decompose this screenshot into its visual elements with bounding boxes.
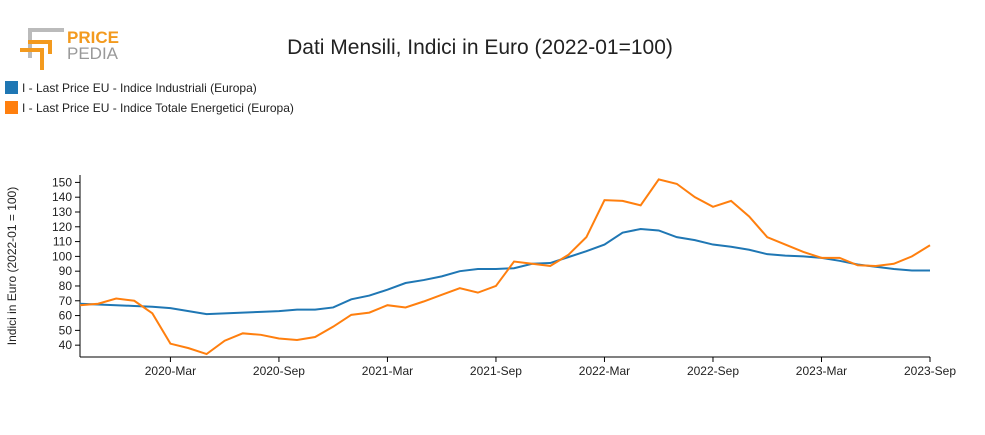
y-tick-label: 60	[59, 309, 73, 323]
line-series	[79, 178, 931, 356]
y-tick-label: 80	[59, 279, 73, 293]
logo-shape	[48, 40, 52, 54]
y-tick-label: 100	[52, 249, 72, 263]
y-axis-label: Indici in Euro (2022-01 = 100)	[5, 187, 19, 345]
y-tick-label: 140	[52, 190, 72, 204]
chart-title: Dati Mensili, Indici in Euro (2022-01=10…	[287, 36, 673, 59]
y-tick-label: 40	[59, 338, 73, 352]
x-tick-label: 2023-Mar	[796, 364, 847, 378]
x-tick-label: 2022-Mar	[579, 364, 630, 378]
y-tick-label: 70	[59, 294, 73, 308]
legend-label: I - Last Price EU - Indice Totale Energe…	[22, 101, 294, 115]
legend-swatch	[5, 81, 18, 94]
y-tick-label: 90	[59, 264, 73, 278]
logo-shape	[28, 28, 64, 32]
legend-label: I - Last Price EU - Indice Industriali (…	[22, 81, 257, 95]
y-tick-label: 110	[53, 235, 72, 249]
y-tick-label: 50	[59, 323, 73, 337]
y-tick-label: 150	[52, 175, 72, 189]
x-tick-label: 2020-Sep	[253, 364, 305, 378]
line-series	[79, 227, 930, 316]
x-tick-label: 2023-Sep	[904, 364, 956, 378]
legend-swatch	[5, 101, 18, 114]
logo-shape	[28, 40, 52, 44]
y-tick-label: 130	[52, 205, 72, 219]
logo-text: PRICE	[67, 28, 119, 47]
logo-text: PEDIA	[67, 44, 119, 63]
logo-shape	[40, 48, 44, 70]
logo: PRICE PEDIA	[20, 28, 119, 70]
x-tick-label: 2021-Sep	[470, 364, 522, 378]
x-tick-label: 2021-Mar	[362, 364, 413, 378]
x-tick-label: 2022-Sep	[687, 364, 739, 378]
x-tick-label: 2020-Mar	[145, 364, 196, 378]
y-tick-label: 120	[52, 220, 72, 234]
logo-shape	[20, 48, 44, 52]
